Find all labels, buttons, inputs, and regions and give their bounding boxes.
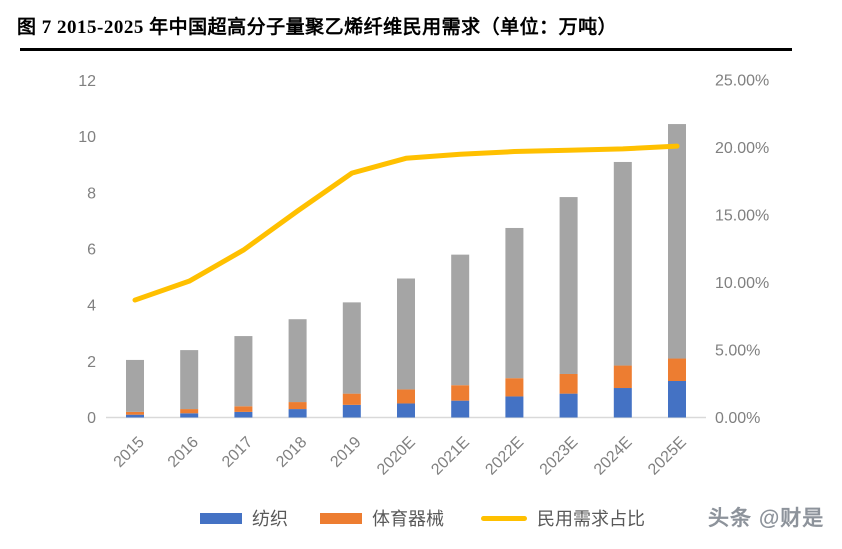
x-axis-label: 2019 bbox=[327, 434, 364, 471]
bar-segment bbox=[668, 358, 686, 381]
bar-segment bbox=[559, 373, 578, 394]
bar-segment bbox=[288, 409, 307, 418]
bar-segment bbox=[342, 404, 361, 418]
title-underline bbox=[20, 48, 792, 51]
bar-segment bbox=[397, 278, 415, 390]
bar-segment bbox=[613, 365, 632, 389]
bar-segment bbox=[180, 413, 199, 418]
left-axis-tick-label: 6 bbox=[87, 242, 96, 259]
left-axis-tick-label: 10 bbox=[78, 129, 96, 146]
x-axis-label: 2023E bbox=[537, 434, 582, 479]
legend-swatch-textile bbox=[200, 512, 242, 524]
right-axis-tick-label: 15.00% bbox=[715, 208, 769, 225]
bar-segment bbox=[668, 380, 686, 418]
bar-segment bbox=[342, 393, 361, 405]
right-axis-tick-label: 0.00% bbox=[715, 410, 760, 427]
bar-segment bbox=[180, 350, 199, 410]
legend-swatch-civil-demand-share bbox=[481, 515, 527, 521]
x-axis-label: 2025E bbox=[645, 434, 690, 479]
bar-segment bbox=[451, 254, 470, 386]
legend-item-sports-equipment: 体育器械 bbox=[320, 503, 444, 533]
left-axis-tick-label: 8 bbox=[87, 185, 96, 202]
legend-label-textile: 纺织 bbox=[252, 509, 288, 529]
bar-segment bbox=[613, 161, 632, 366]
x-axis-label: 2024E bbox=[591, 434, 636, 479]
x-axis-label: 2022E bbox=[482, 434, 527, 479]
legend-label-civil-demand-share: 民用需求占比 bbox=[537, 509, 645, 529]
left-axis-tick-label: 4 bbox=[87, 298, 96, 315]
figure-title: 图 7 2015-2025 年中国超高分子量聚乙烯纤维民用需求（单位：万吨） bbox=[17, 17, 618, 38]
x-axis-label: 2017 bbox=[219, 434, 256, 471]
legend-item-civil-demand-share: 民用需求占比 bbox=[481, 503, 645, 533]
right-axis-tick-label: 5.00% bbox=[715, 343, 760, 360]
bar-segment bbox=[342, 302, 361, 394]
legend-item-textile: 纺织 bbox=[200, 503, 288, 533]
legend-label-sports-equipment: 体育器械 bbox=[372, 509, 444, 529]
bar-segment bbox=[234, 406, 253, 412]
right-axis-tick-label: 20.00% bbox=[715, 140, 769, 157]
bar-segment bbox=[234, 336, 253, 407]
civil-demand-share-line bbox=[132, 143, 680, 303]
watermark-toutiao-caishi: 头条 @财是 bbox=[708, 507, 825, 530]
x-axis-label: 2016 bbox=[165, 434, 202, 471]
bar-segment bbox=[126, 414, 144, 418]
x-axis-label: 2015 bbox=[111, 434, 148, 471]
bar-segment bbox=[451, 385, 470, 401]
bar-segment bbox=[668, 124, 686, 359]
bar-segment bbox=[234, 411, 253, 418]
bar-segment bbox=[126, 411, 144, 415]
x-axis-label: 2018 bbox=[273, 434, 310, 471]
left-axis-tick-label: 12 bbox=[78, 73, 96, 90]
bar-segment bbox=[451, 400, 470, 418]
bar-segment bbox=[288, 319, 307, 403]
bar-segment bbox=[559, 393, 578, 418]
left-axis-tick-label: 0 bbox=[87, 410, 96, 427]
bar-segment bbox=[288, 402, 307, 410]
x-axis-label: 2021E bbox=[428, 434, 473, 479]
bar-segment bbox=[126, 359, 144, 412]
bar-segment bbox=[397, 403, 415, 418]
bar-segment bbox=[613, 388, 632, 418]
left-axis-tick-label: 2 bbox=[87, 354, 96, 371]
bar-segment bbox=[505, 396, 524, 418]
bar-segment bbox=[559, 197, 578, 374]
bar-segment bbox=[397, 389, 415, 404]
legend-swatch-sports-equipment bbox=[320, 512, 362, 524]
x-axis-label: 2020E bbox=[374, 434, 419, 479]
combo-chart: 0 2 4 6 8 10 12 0.00% 5.00% 10.00% 15.00% 20.00% 25.… bbox=[78, 73, 769, 479]
bar-segment bbox=[505, 227, 524, 379]
bar-segment bbox=[505, 378, 524, 397]
chart-legend: 纺织 体育器械 民用需求占比 bbox=[0, 503, 842, 537]
right-axis-tick-label: 10.00% bbox=[715, 275, 769, 292]
bar-segment bbox=[180, 409, 199, 414]
right-axis-tick-label: 25.00% bbox=[715, 73, 769, 90]
